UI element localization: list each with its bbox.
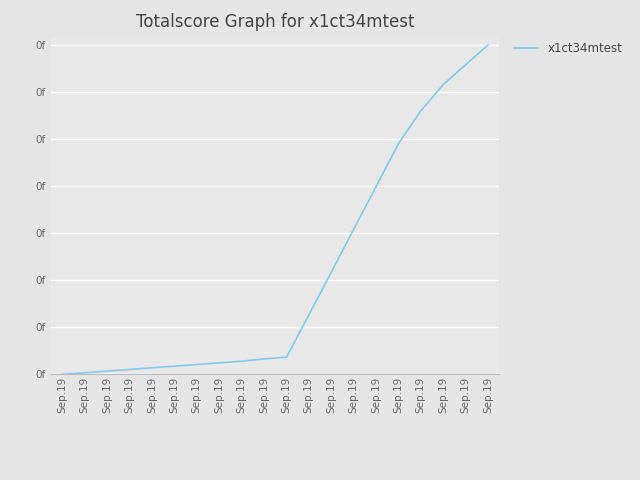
x1ct34mtest bbox=[104, 368, 111, 374]
x1ct34mtest bbox=[238, 359, 246, 364]
x1ct34mtest bbox=[193, 361, 201, 367]
x1ct34mtest bbox=[216, 360, 223, 366]
Title: Totalscore Graph for x1ct34mtest: Totalscore Graph for x1ct34mtest bbox=[136, 13, 415, 31]
x1ct34mtest bbox=[81, 370, 89, 376]
Legend: x1ct34mtest: x1ct34mtest bbox=[509, 37, 627, 60]
Line: x1ct34mtest: x1ct34mtest bbox=[63, 45, 488, 374]
x1ct34mtest bbox=[372, 184, 380, 190]
x1ct34mtest bbox=[350, 227, 358, 232]
x1ct34mtest bbox=[126, 367, 134, 372]
x1ct34mtest bbox=[395, 141, 403, 147]
x1ct34mtest bbox=[462, 62, 470, 68]
x1ct34mtest bbox=[305, 312, 313, 318]
x1ct34mtest bbox=[440, 82, 447, 87]
x1ct34mtest bbox=[171, 363, 179, 369]
x1ct34mtest bbox=[260, 356, 268, 362]
x1ct34mtest bbox=[484, 42, 492, 48]
x1ct34mtest bbox=[283, 354, 291, 360]
x1ct34mtest bbox=[148, 365, 156, 371]
x1ct34mtest bbox=[417, 108, 425, 114]
x1ct34mtest bbox=[328, 269, 335, 275]
x1ct34mtest bbox=[59, 372, 67, 377]
